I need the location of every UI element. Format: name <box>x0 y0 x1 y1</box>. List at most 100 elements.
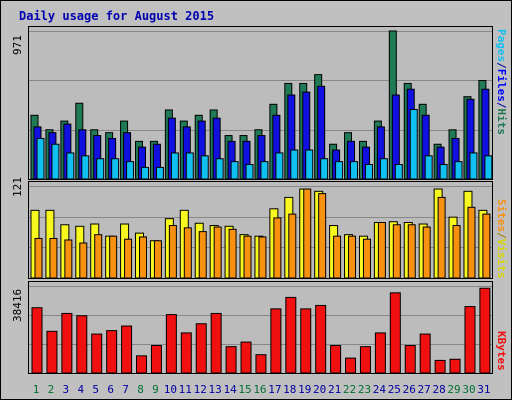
kbytes-bar <box>404 345 416 373</box>
sites-bar <box>482 213 491 278</box>
sites-bar <box>377 221 386 278</box>
kbytes-bar <box>46 330 58 373</box>
sites-bar <box>288 213 297 278</box>
kbytes-bar <box>285 296 297 373</box>
legend-files: Files <box>495 68 508 102</box>
sites-bar <box>109 235 118 278</box>
legend-sep-2: / <box>495 101 508 109</box>
pages-bar <box>185 152 194 179</box>
day-tick-label: 17 <box>268 383 281 396</box>
day-tick-label: 30 <box>462 383 475 396</box>
hits-files-pages-panel <box>28 26 493 180</box>
kbytes-bar <box>31 307 43 373</box>
files-bar <box>212 117 221 179</box>
pages-bar <box>335 161 344 179</box>
sites-bar <box>407 224 416 278</box>
sites-bar <box>318 193 327 278</box>
legend-hits: Hits <box>495 108 508 136</box>
pages-bar <box>305 149 314 179</box>
pages-bar <box>484 155 492 179</box>
kbytes-bar <box>330 345 342 373</box>
kbytes-bar <box>255 354 267 373</box>
kbytes-bar <box>359 346 371 373</box>
day-tick-label: 16 <box>253 383 266 396</box>
sites-bar <box>228 228 237 278</box>
day-tick-label: 29 <box>447 383 460 396</box>
kbytes-bar <box>345 357 357 373</box>
pages-bar <box>230 161 239 179</box>
legend-pages: Pages <box>495 29 508 63</box>
day-tick-label: 19 <box>298 383 311 396</box>
kbytes-bar <box>195 323 207 373</box>
legend-sites: Sites <box>495 199 508 233</box>
day-tick-label: 22 <box>343 383 356 396</box>
legend-sep-3: / <box>495 232 508 239</box>
legend-top: Pages/Files/Hits <box>495 29 508 135</box>
files-bar <box>481 88 490 179</box>
kbytes-bar <box>270 308 282 373</box>
kbytes-bar <box>210 312 222 373</box>
sites-bar <box>139 236 148 278</box>
pages-bar <box>66 152 75 179</box>
day-tick-label: 7 <box>122 383 129 396</box>
pages-bar <box>409 108 418 179</box>
pages-bar <box>126 161 135 179</box>
pages-bar <box>364 164 373 179</box>
visits-sites-panel <box>28 181 493 279</box>
legend-visits: Visits <box>495 238 508 279</box>
pages-bar <box>350 161 359 179</box>
sites-bar <box>153 240 162 278</box>
sites-bar <box>64 239 73 278</box>
sites-bar <box>213 226 222 278</box>
pages-bar <box>454 161 463 179</box>
kbytes-bar <box>464 306 476 373</box>
pages-bar <box>469 152 478 179</box>
pages-bar <box>111 158 120 179</box>
chart-title: Daily usage for August 2015 <box>19 9 215 23</box>
files-bar <box>257 135 266 179</box>
y-max-label-top: 971 <box>11 35 24 55</box>
day-tick-label: 15 <box>238 383 251 396</box>
files-bar <box>197 120 206 179</box>
pages-bar <box>424 155 433 179</box>
kbytes-bar <box>61 312 73 373</box>
day-tick-label: 9 <box>152 383 159 396</box>
day-tick-label: 4 <box>77 383 84 396</box>
day-tick-label: 12 <box>194 383 207 396</box>
kbytes-bar <box>106 330 118 373</box>
sites-bar <box>198 231 207 278</box>
pages-bar <box>96 158 105 179</box>
day-tick-label: 3 <box>63 383 70 396</box>
day-tick-label: 28 <box>432 383 445 396</box>
pages-bar <box>81 155 90 179</box>
day-tick-label: 21 <box>328 383 341 396</box>
kbytes-bar <box>449 358 461 373</box>
day-tick-label: 26 <box>403 383 416 396</box>
sites-bar <box>34 237 43 278</box>
pages-bar <box>155 166 164 179</box>
pages-bar <box>200 155 209 179</box>
kbytes-bar <box>374 332 386 373</box>
sites-bar <box>392 224 401 278</box>
kbytes-bar <box>180 332 192 373</box>
sites-bar <box>273 217 282 278</box>
sites-bar <box>333 235 342 278</box>
visits-sites-chart <box>29 186 492 278</box>
day-tick-label: 18 <box>283 383 296 396</box>
sites-bar <box>94 234 103 278</box>
day-tick-label: 27 <box>418 383 431 396</box>
files-bar <box>78 129 87 179</box>
legend-mid: Sites/Visits <box>495 199 508 279</box>
pages-bar <box>379 158 388 179</box>
kbytes-bar <box>91 333 103 373</box>
kbytes-bar <box>136 355 148 373</box>
pages-bar <box>36 137 45 179</box>
legend-sep-1: / <box>495 62 508 69</box>
day-tick-label: 20 <box>313 383 326 396</box>
kbytes-bar <box>300 308 312 373</box>
files-bar <box>152 143 161 179</box>
kbytes-bar <box>165 314 177 373</box>
kbytes-chart <box>29 286 492 373</box>
sites-bar <box>49 237 58 278</box>
